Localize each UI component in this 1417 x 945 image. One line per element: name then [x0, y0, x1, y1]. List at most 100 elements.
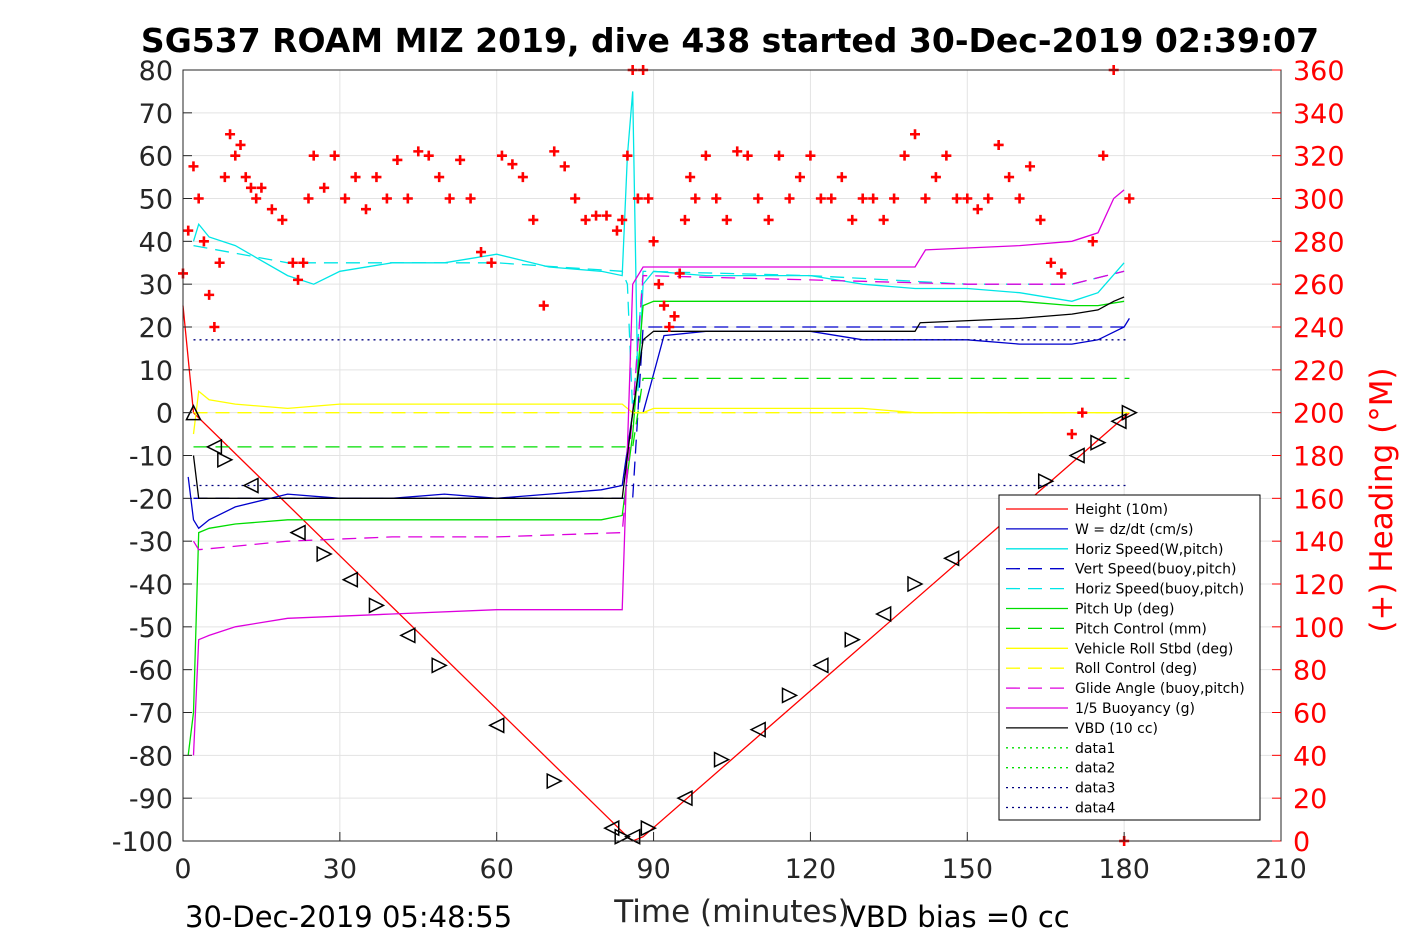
- heading-point: [528, 214, 539, 225]
- heading-point: [993, 139, 1004, 150]
- right-tick-label: 120: [1293, 570, 1345, 601]
- depth-marker: [713, 751, 731, 768]
- heading-point: [617, 214, 628, 225]
- heading-point: [611, 225, 622, 236]
- right-tick-label: 320: [1293, 142, 1345, 173]
- heading-point: [784, 193, 795, 204]
- x-tick-label: 150: [942, 854, 994, 885]
- heading-point: [889, 193, 900, 204]
- legend: Height (10m) W = dz/dt (cm/s) Horiz Speed(…: [998, 494, 1261, 821]
- depth-marker: [874, 605, 892, 623]
- depth-marker: [907, 575, 924, 593]
- legend-label-13: data2: [1075, 761, 1115, 777]
- heading-point: [685, 172, 696, 183]
- heading-point: [266, 204, 277, 215]
- heading-point: [507, 159, 518, 170]
- left-tick-label: -30: [129, 527, 173, 558]
- depth-marker: [676, 789, 693, 807]
- heading-point: [774, 150, 785, 161]
- depth-marker: [942, 550, 960, 567]
- depth-marker: [488, 717, 505, 734]
- series-line-1: [187, 318, 1130, 530]
- left-tick-label: -90: [129, 784, 173, 815]
- left-tick-label: -80: [129, 741, 173, 772]
- heading-point: [517, 172, 528, 183]
- right-tick-label: 160: [1293, 484, 1345, 515]
- heading-point: [1014, 193, 1025, 204]
- heading-point: [235, 139, 246, 150]
- heading-point: [209, 322, 220, 332]
- heading-point: [815, 193, 826, 204]
- heading-point: [303, 193, 314, 204]
- x-tick-label: 120: [785, 854, 837, 885]
- heading-point: [1077, 407, 1088, 418]
- depth-marker: [1090, 434, 1107, 451]
- heading-point: [1035, 214, 1046, 225]
- heading-point: [371, 172, 382, 183]
- heading-point: [711, 193, 722, 204]
- heading-point: [794, 172, 805, 183]
- x-tick-label: 30: [323, 854, 357, 885]
- heading-point: [690, 193, 701, 204]
- depth-marker: [844, 631, 861, 648]
- heading-point: [277, 214, 288, 225]
- right-axis-label: (+) Heading (°M): [1364, 367, 1400, 632]
- right-tick-label: 60: [1293, 699, 1327, 730]
- heading-point: [910, 129, 920, 140]
- x-tick-label: 90: [636, 854, 670, 885]
- heading-point: [392, 154, 403, 165]
- heading-point: [664, 322, 675, 332]
- depth-marker: [205, 438, 223, 456]
- heading-point: [983, 193, 994, 204]
- heading-point: [549, 146, 560, 157]
- x-tick-label: 210: [1255, 854, 1307, 885]
- heading-point: [951, 193, 962, 204]
- right-tick-label: 260: [1293, 270, 1345, 301]
- right-tick-label: 300: [1293, 185, 1345, 216]
- heading-point: [601, 210, 612, 221]
- left-tick-label: -10: [129, 442, 173, 473]
- heading-point: [1098, 150, 1109, 161]
- x-tick-label: 180: [1098, 854, 1150, 885]
- heading-point: [742, 150, 753, 161]
- heading-point: [193, 193, 204, 204]
- right-tick-label: 80: [1293, 656, 1327, 687]
- heading-point: [1045, 257, 1056, 268]
- left-tick-label: 10: [139, 356, 173, 387]
- heading-point: [763, 214, 774, 225]
- legend-label-2: Horiz Speed(W,pitch): [1075, 542, 1223, 558]
- heading-point: [476, 247, 487, 258]
- left-tick-label: -70: [129, 699, 173, 730]
- heading-point: [319, 182, 330, 193]
- heading-point: [287, 257, 298, 268]
- heading-point: [444, 193, 455, 204]
- heading-point: [350, 172, 361, 183]
- right-tick-label: 240: [1293, 313, 1345, 344]
- depth-marker: [341, 571, 359, 588]
- right-tick-label: 100: [1293, 613, 1345, 644]
- x-tick-label: 60: [480, 854, 514, 885]
- left-tick-label: 70: [139, 99, 173, 130]
- left-tick-label: -60: [129, 656, 173, 687]
- heading-point: [298, 257, 309, 268]
- heading-point: [1025, 161, 1036, 172]
- series-layer: [178, 65, 1135, 846]
- heading-point: [1004, 172, 1015, 183]
- heading-point: [434, 172, 445, 183]
- chart-title: SG537 ROAM MIZ 2019, dive 438 started 30…: [141, 21, 1319, 60]
- heading-point: [219, 172, 230, 183]
- depth-marker: [368, 597, 386, 614]
- heading-point: [245, 182, 256, 193]
- left-tick-label: -50: [129, 613, 173, 644]
- depth-marker: [812, 657, 829, 674]
- footer-vbd-bias: VBD bias =0 cc: [846, 900, 1070, 934]
- heading-point: [868, 193, 879, 204]
- legend-label-1: W = dz/dt (cm/s): [1075, 522, 1194, 538]
- depth-marker: [546, 772, 563, 790]
- legend-label-14: data3: [1075, 781, 1115, 797]
- left-tick-label: 60: [139, 142, 173, 173]
- heading-point: [293, 274, 304, 285]
- heading-point: [826, 193, 837, 204]
- legend-label-3: Vert Speed(buoy,pitch): [1075, 562, 1237, 578]
- heading-point: [329, 150, 340, 161]
